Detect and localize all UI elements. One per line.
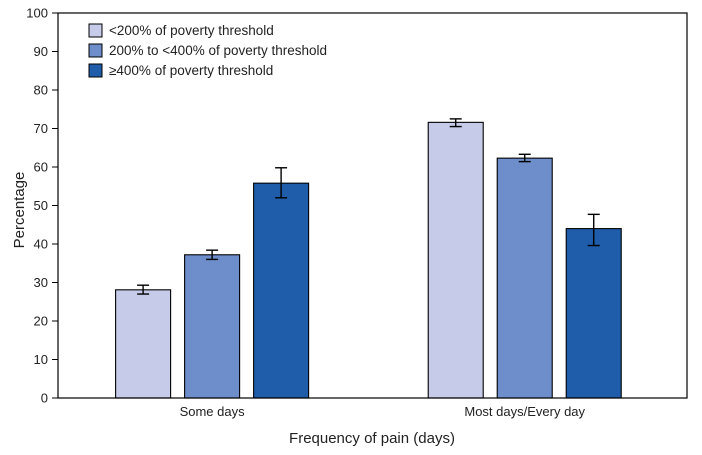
bar-3-most-days	[565, 228, 622, 399]
y-tick-label: 70	[34, 121, 48, 136]
y-tick-label: 60	[34, 160, 48, 175]
legend-label: 200% to <400% of poverty threshold	[109, 43, 327, 58]
y-tick-label: 10	[34, 352, 48, 367]
y-tick-label: 30	[34, 275, 48, 290]
legend-label: ≥400% of poverty threshold	[109, 63, 273, 78]
x-category-label: Some days	[180, 404, 246, 419]
y-tick-label: 40	[34, 237, 48, 252]
plot-frame	[57, 12, 688, 399]
x-category-label: Most days/Every day	[464, 404, 585, 419]
x-axis-title: Frequency of pain (days)	[289, 430, 455, 447]
bar-2-some-days	[184, 254, 241, 399]
bar-2-most-days	[496, 157, 553, 399]
bar-1-some-days	[115, 289, 172, 399]
y-tick-label: 50	[34, 198, 48, 213]
legend-label: <200% of poverty threshold	[109, 23, 274, 38]
legend-swatch	[88, 23, 103, 38]
y-tick-label: 0	[41, 391, 48, 406]
y-tick-label: 80	[34, 83, 48, 98]
bar-1-most-days	[427, 121, 484, 399]
legend: <200% of poverty threshold 200% to <400% …	[88, 23, 327, 78]
legend-swatch	[88, 43, 103, 58]
y-tick-label: 100	[26, 6, 48, 21]
legend-swatch	[88, 63, 103, 78]
y-axis-title: Percentage	[11, 172, 28, 249]
y-tick-label: 20	[34, 314, 48, 329]
y-tick-label: 90	[34, 44, 48, 59]
bar-3-some-days	[253, 182, 310, 399]
